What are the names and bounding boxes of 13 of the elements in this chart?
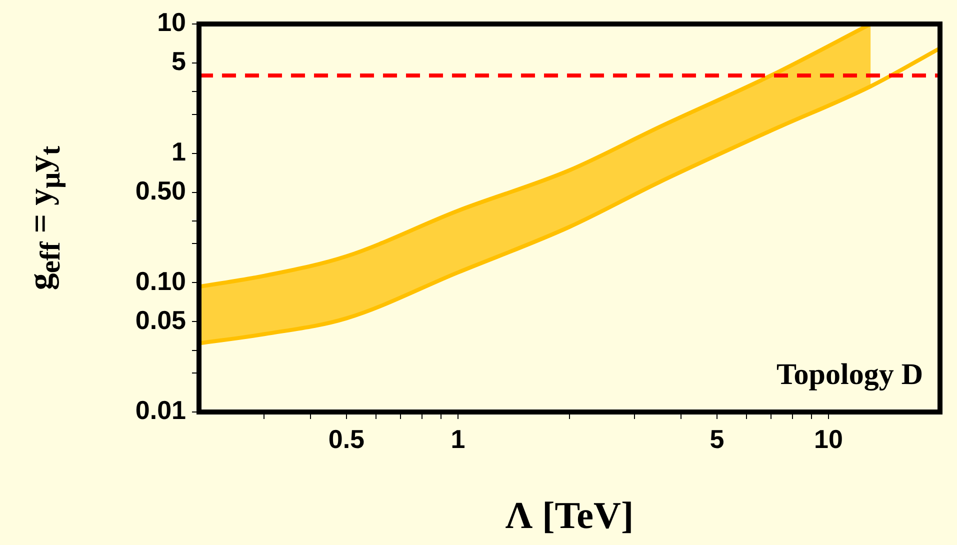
- y-tick-label: 0.05: [135, 304, 186, 335]
- annotation: Topology D: [776, 358, 923, 392]
- x-tick-label: 10: [814, 424, 843, 454]
- y-tick-label: 5: [172, 46, 186, 76]
- y-tick-label: 0.10: [135, 266, 186, 296]
- y-tick-label: 1: [172, 136, 186, 167]
- y-tick-label: 10: [157, 7, 186, 38]
- x-tick-label: 5: [710, 424, 724, 454]
- y-tick-label: 0.01: [135, 395, 186, 426]
- x-tick-label: 1: [450, 424, 466, 454]
- x-tick-label: 0.5: [328, 424, 365, 454]
- y-tick-label: 0.50: [135, 175, 186, 206]
- x-axis-title: Λ [TeV]: [505, 495, 634, 538]
